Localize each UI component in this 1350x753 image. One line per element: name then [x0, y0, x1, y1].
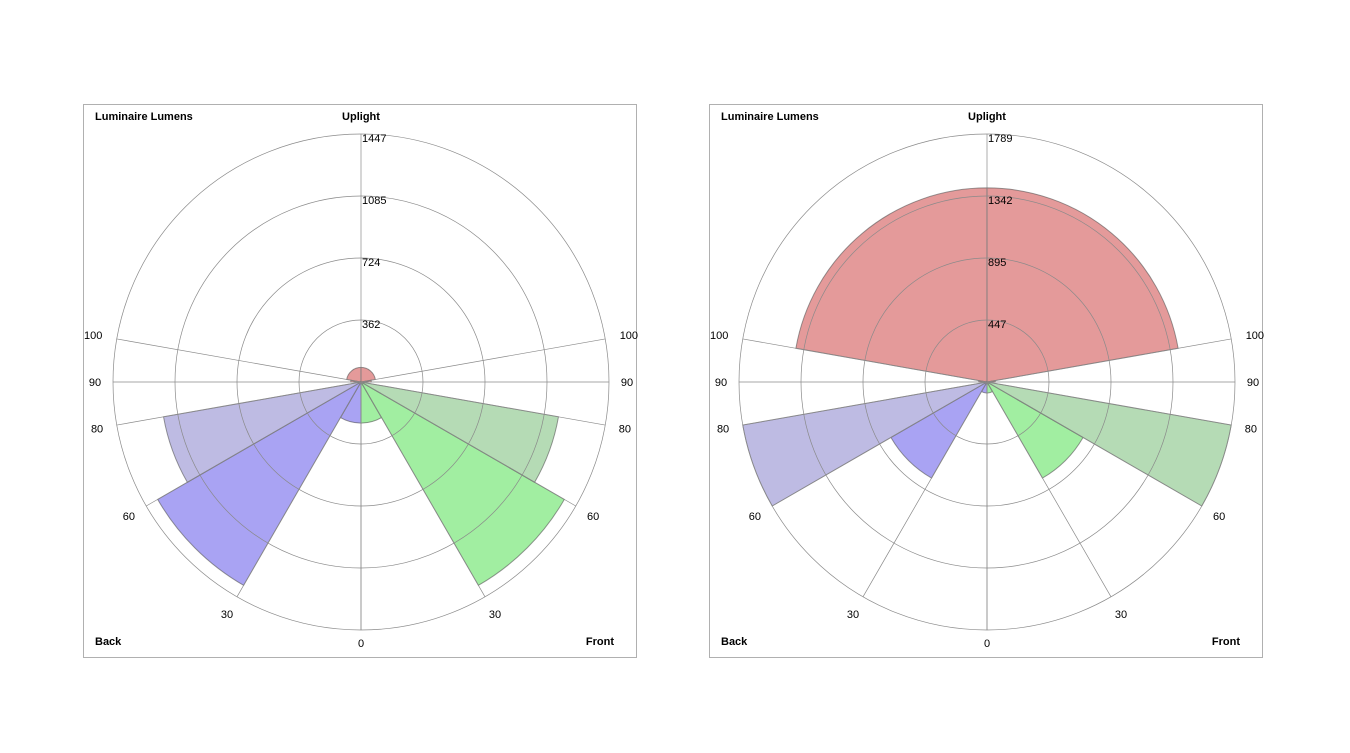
- angle-tick-label: 100: [1246, 330, 1264, 342]
- back-label: Back: [721, 636, 748, 648]
- angle-tick-label: 80: [1245, 424, 1257, 436]
- uplight-label: Uplight: [342, 111, 380, 123]
- angle-tick-label: 60: [749, 511, 761, 523]
- polar-plot-left: 362 724 1085 1447 0 30 30 60 60 80 80 90 90 100 100: [84, 133, 638, 650]
- angle-tick-label: 100: [84, 330, 102, 342]
- angle-tick-label: 80: [717, 424, 729, 436]
- radial-tick-label: 1085: [362, 195, 386, 207]
- radial-tick-label: 1789: [988, 133, 1012, 145]
- radial-tick-label: 362: [362, 319, 380, 331]
- angle-tick-label: 30: [221, 609, 233, 621]
- front-label: Front: [1211, 636, 1240, 648]
- angle-tick-label: 100: [620, 330, 638, 342]
- polar-chart-right: 447 895 1342 1789 0 30 30 60 60 80 80 90 90 100 100 Lu…: [709, 104, 1264, 658]
- chart-title: Luminaire Lumens: [721, 111, 819, 123]
- back-label: Back: [95, 636, 122, 648]
- polar-plot-right: 447 895 1342 1789 0 30 30 60 60 80 80 90 90 100 100: [710, 133, 1264, 650]
- angle-tick-label: 90: [1247, 377, 1259, 389]
- front-label: Front: [585, 636, 614, 648]
- wedge-front-30-60: [359, 380, 566, 587]
- grid-spoke: [360, 381, 606, 426]
- grid-spoke: [116, 381, 362, 426]
- angle-tick-label: 90: [89, 377, 101, 389]
- grid-spoke: [146, 381, 362, 507]
- polar-chart-left: 362 724 1085 1447 0 30 30 60 60 80 80 90 90 100 100 Lu…: [83, 104, 638, 658]
- grid-spoke: [986, 381, 1232, 426]
- grid-spoke: [116, 338, 362, 383]
- angle-tick-label: 30: [1115, 609, 1127, 621]
- angle-tick-label: 0: [984, 638, 990, 650]
- angle-tick-label: 60: [123, 511, 135, 523]
- angle-tick-label: 60: [587, 511, 599, 523]
- angle-tick-label: 30: [489, 609, 501, 621]
- radial-tick-label: 447: [988, 319, 1006, 331]
- angle-tick-label: 80: [619, 424, 631, 436]
- angle-tick-label: 100: [710, 330, 728, 342]
- wedge-front-100-180: [986, 187, 1179, 383]
- grid-spoke: [862, 381, 988, 597]
- angle-tick-label: 0: [358, 638, 364, 650]
- radial-tick-label: 1342: [988, 195, 1012, 207]
- grid-spoke: [360, 381, 576, 507]
- wedge-back-30-60: [156, 380, 363, 587]
- radial-tick-label: 895: [988, 257, 1006, 269]
- grid-spoke: [742, 338, 988, 383]
- grid-spoke: [236, 381, 362, 597]
- grid-spoke: [986, 381, 1202, 507]
- angle-tick-label: 80: [91, 424, 103, 436]
- grid-spoke: [986, 338, 1232, 383]
- chart-title: Luminaire Lumens: [95, 111, 193, 123]
- grid-spoke: [360, 381, 486, 597]
- uplight-label: Uplight: [968, 111, 1006, 123]
- grid-spoke: [986, 381, 1112, 597]
- angle-tick-label: 90: [715, 377, 727, 389]
- radial-tick-label: 1447: [362, 133, 386, 145]
- angle-tick-label: 90: [621, 377, 633, 389]
- wedge-back-100-180: [795, 187, 988, 383]
- radial-tick-label: 724: [362, 257, 380, 269]
- grid-spoke: [742, 381, 988, 426]
- grid-spoke: [360, 338, 606, 383]
- grid-spoke: [772, 381, 988, 507]
- angle-tick-label: 60: [1213, 511, 1225, 523]
- angle-tick-label: 30: [847, 609, 859, 621]
